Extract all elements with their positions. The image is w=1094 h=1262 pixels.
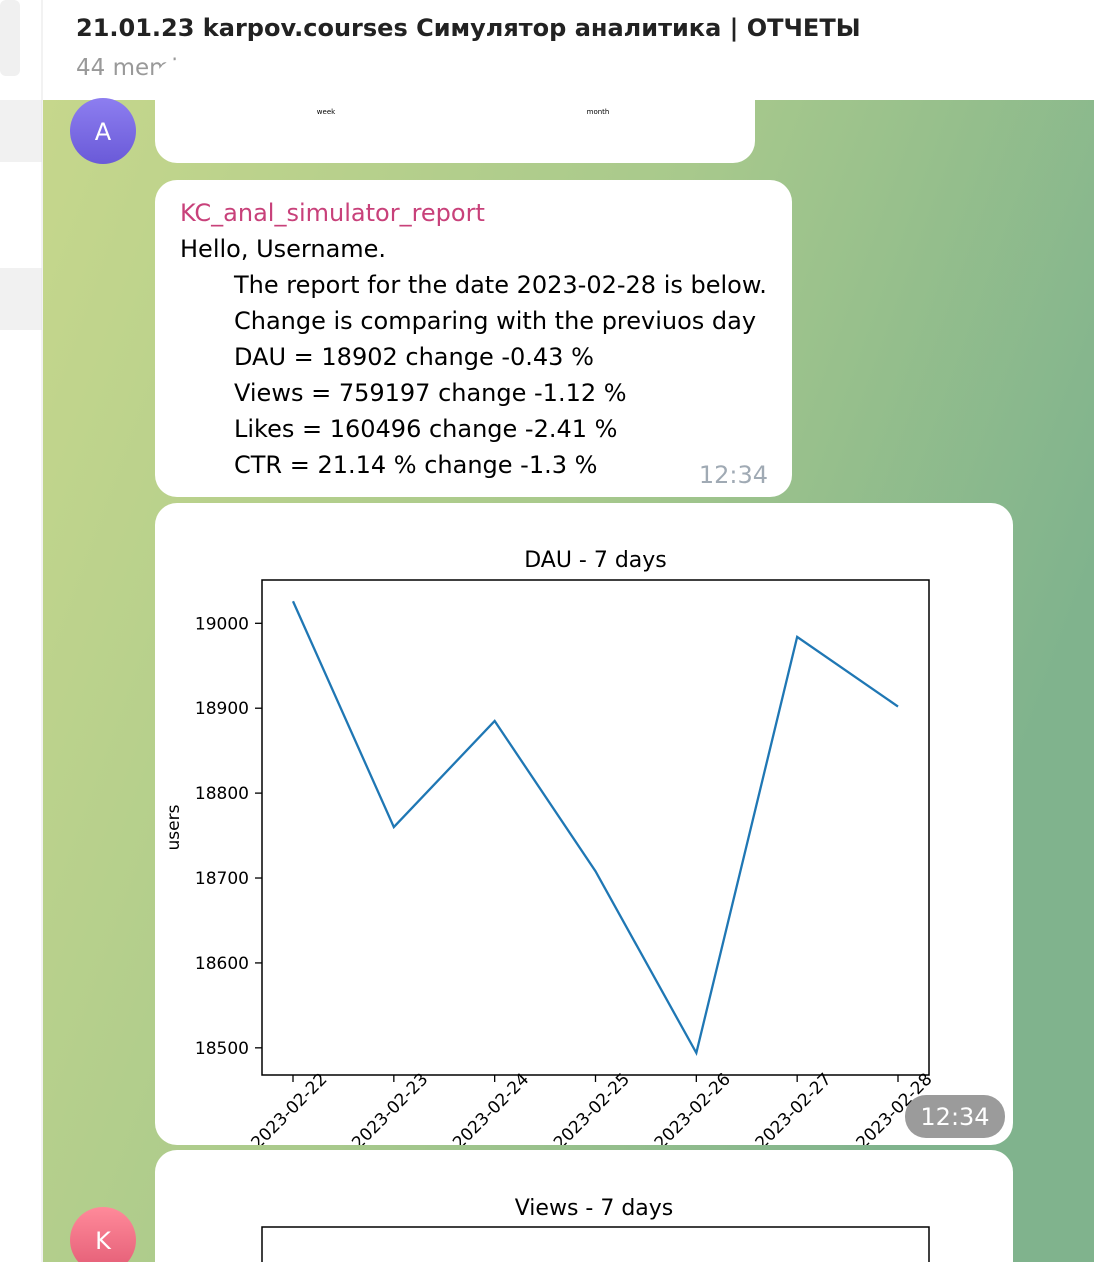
chat-title: 21.01.23 karpov.courses Симулятор аналит… (76, 14, 861, 42)
y-tick-label: 18800 (195, 784, 249, 804)
sidebar (0, 0, 42, 1262)
avatar-letter: A (95, 118, 112, 146)
chart-title: DAU - 7 days (524, 548, 667, 573)
message-line: Likes = 160496 change -2.41 % (234, 415, 617, 443)
message-line: Change is comparing with the previuos da… (234, 307, 756, 335)
message-time: 12:34 (920, 1103, 989, 1131)
axis-label: week (317, 108, 336, 116)
message-line: CTR = 21.14 % change -1.3 % (234, 451, 597, 479)
avatar-letter: K (95, 1227, 112, 1255)
plot-frame (261, 1226, 930, 1262)
image-bubble (155, 1150, 1013, 1262)
chart-title: Views - 7 days (515, 1196, 674, 1221)
y-tick-label: 18500 (195, 1039, 249, 1059)
avatar[interactable] (70, 98, 136, 164)
message-line: Views = 759197 change -1.12 % (234, 379, 627, 407)
data-line (291, 600, 899, 1057)
avatar[interactable] (70, 1207, 136, 1262)
time-badge (905, 1095, 1005, 1138)
y-tick-label: 18700 (195, 869, 249, 889)
message-line: The report for the date 2023-02-28 is be… (233, 271, 767, 299)
sidebar-item[interactable] (0, 0, 20, 76)
sender-name[interactable]: KC_anal_simulator_report (180, 199, 485, 227)
image-bubble (155, 503, 1013, 1145)
message-time: 12:34 (699, 461, 768, 489)
y-tick-label: 18600 (195, 954, 249, 974)
y-tick-label: 19000 (195, 614, 249, 634)
axis-label: month (587, 108, 610, 116)
plot-frame (261, 579, 930, 1076)
y-axis-label: users (164, 804, 184, 850)
image-bubble (155, 60, 755, 163)
sidebar-item[interactable] (0, 100, 42, 162)
sidebar-item[interactable] (0, 268, 42, 330)
message-line: Hello, Username. (180, 235, 386, 263)
message-line: DAU = 18902 change -0.43 % (234, 343, 594, 371)
y-tick-label: 18900 (195, 699, 249, 719)
message-bubble (155, 180, 792, 497)
